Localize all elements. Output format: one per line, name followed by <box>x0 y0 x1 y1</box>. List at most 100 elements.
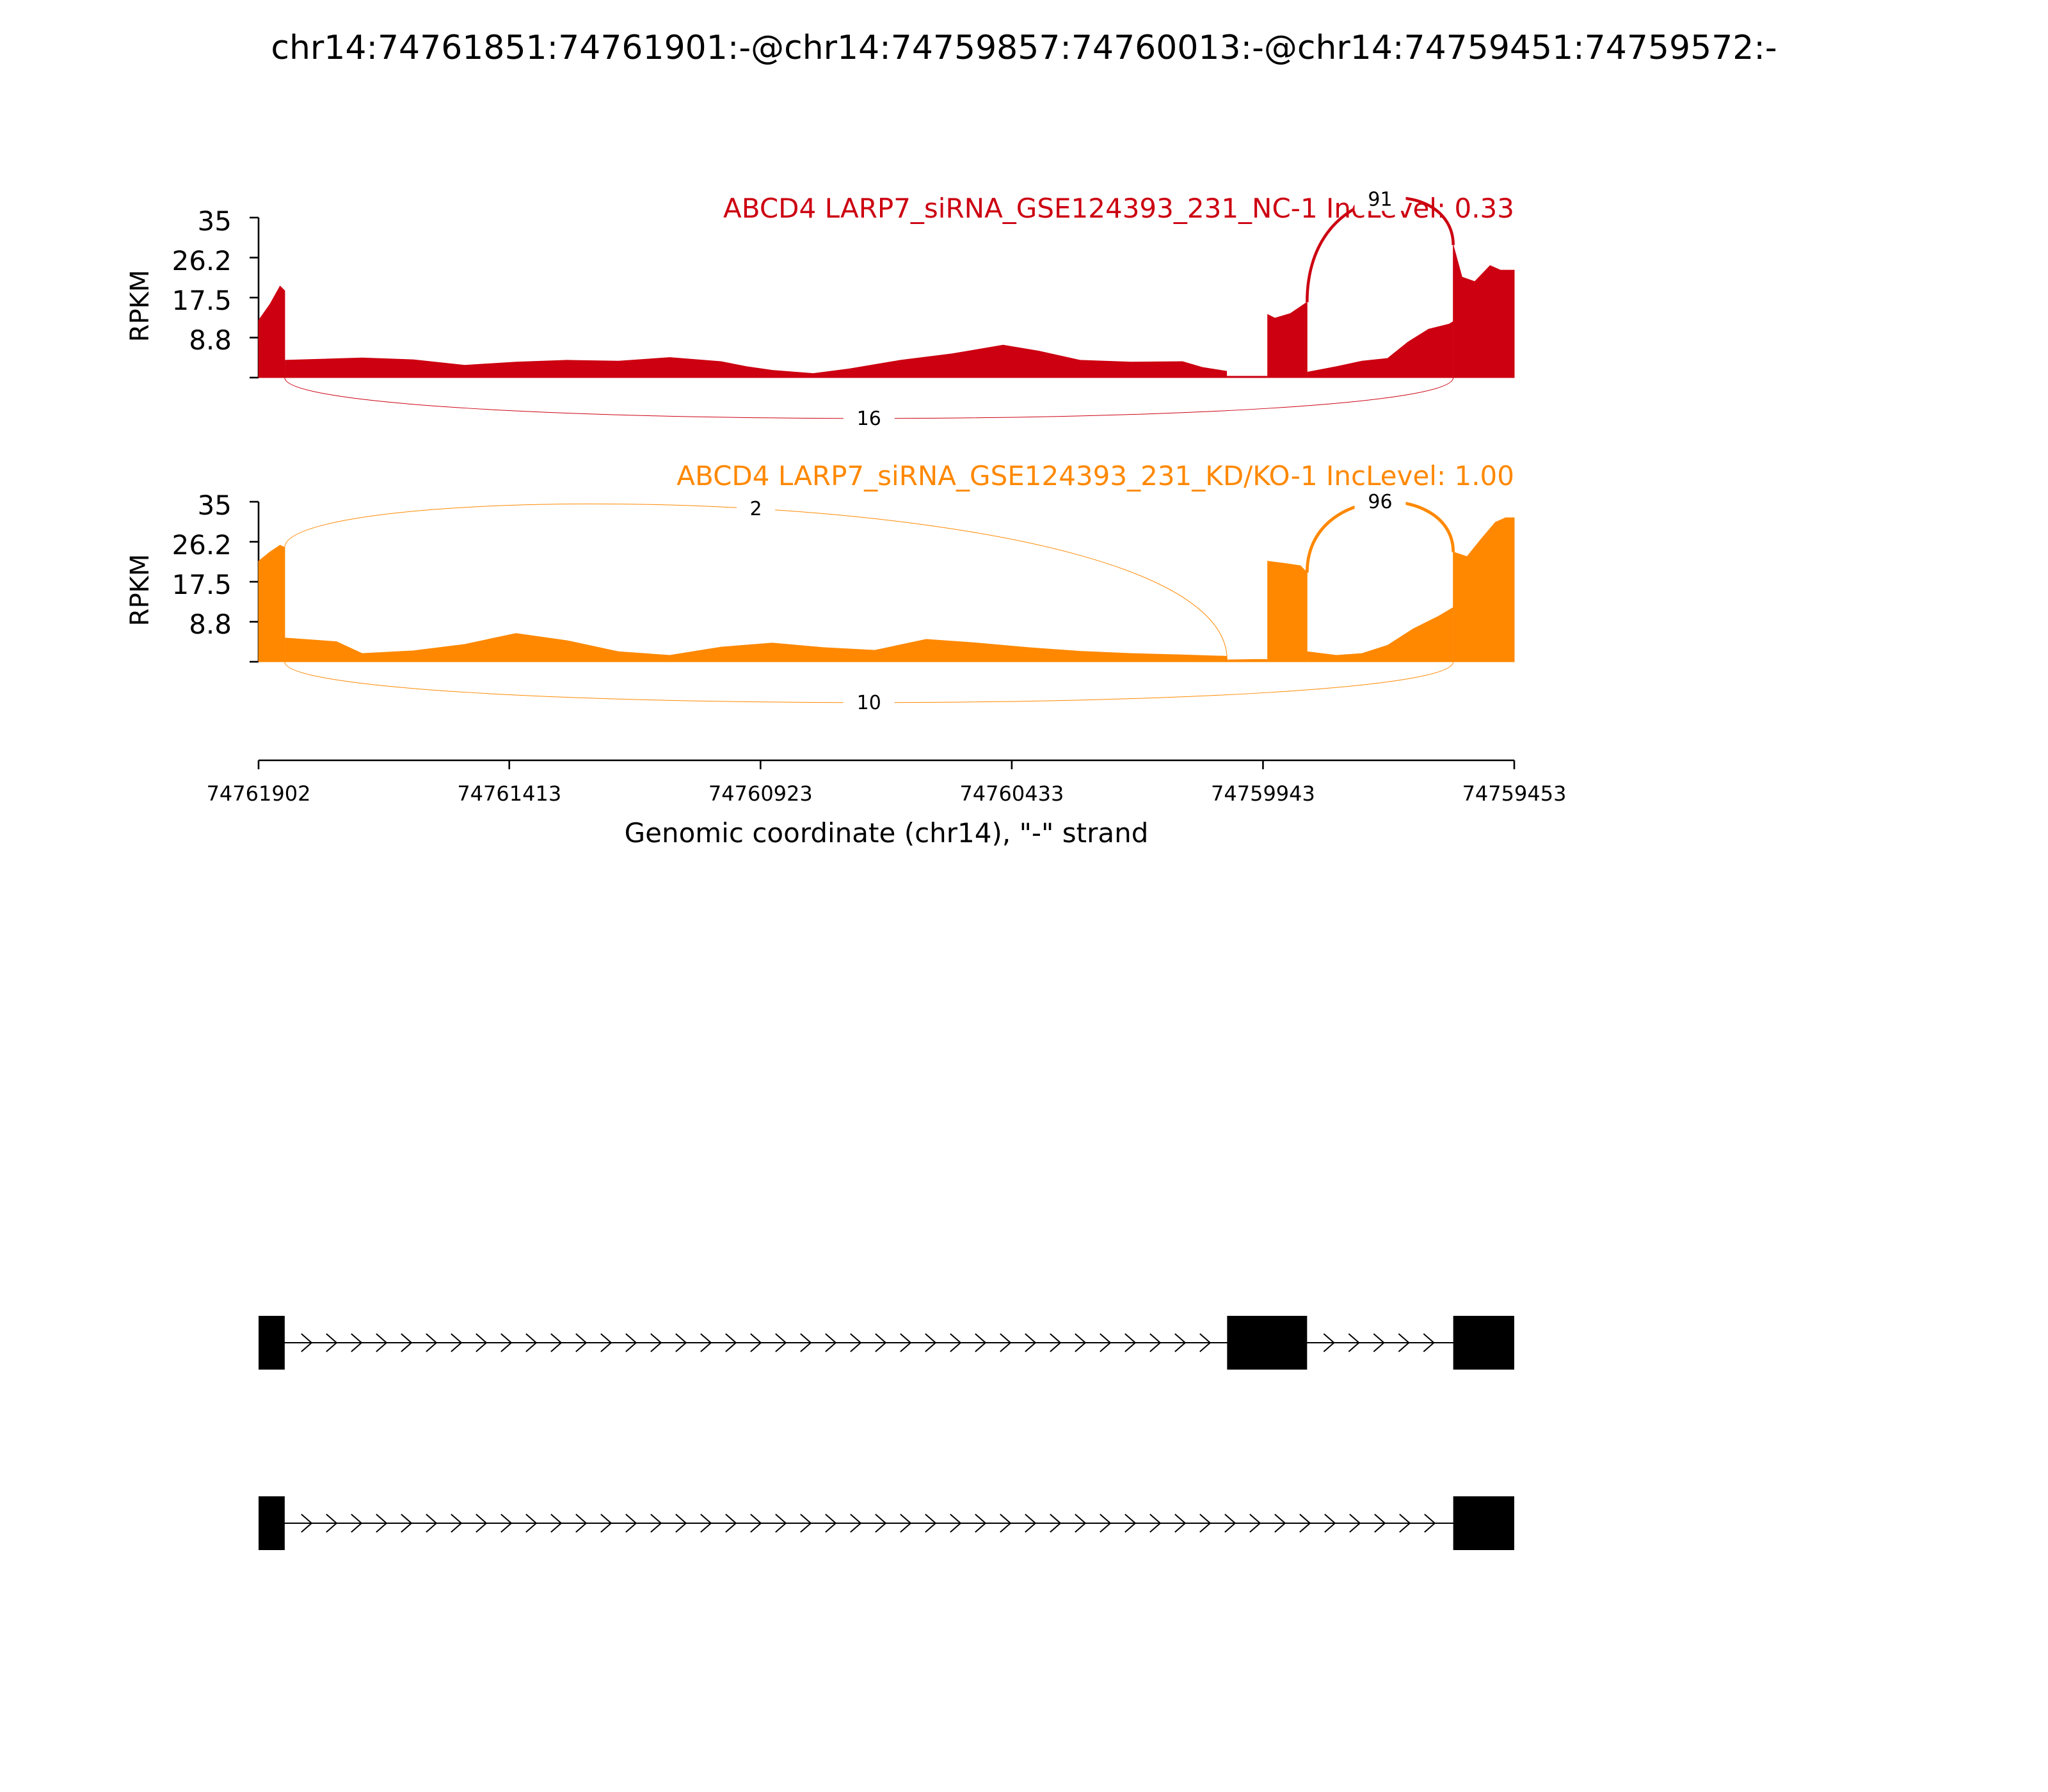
coverage-area <box>285 344 1228 378</box>
strand-chevron <box>1424 1514 1436 1533</box>
y-tick-label: 17.5 <box>172 569 232 600</box>
strand-chevron <box>326 1333 338 1352</box>
exon-block <box>259 1496 285 1550</box>
junction-count-label: 16 <box>857 408 881 430</box>
y-tick-label: 35 <box>198 205 232 237</box>
coverage-area <box>1267 301 1308 378</box>
strand-chevron <box>650 1333 662 1352</box>
x-axis: 74761902 74761413 74760923 74760433 74759943… <box>207 759 1567 849</box>
strand-chevron <box>351 1333 363 1352</box>
strand-chevron <box>451 1514 463 1533</box>
strand-chevron <box>1075 1514 1087 1533</box>
strand-chevron <box>975 1514 987 1533</box>
strand-chevron <box>1274 1514 1286 1533</box>
strand-chevron <box>875 1333 887 1352</box>
strand-chevron <box>351 1514 363 1533</box>
junction-count-label: 91 <box>1368 189 1392 211</box>
strand-chevron <box>800 1333 812 1352</box>
y-tick-label: 8.8 <box>189 324 232 356</box>
strand-chevron <box>1398 1333 1410 1352</box>
y-tick-label: 35 <box>198 490 232 521</box>
strand-chevron <box>1299 1514 1311 1533</box>
strand-chevron <box>550 1514 563 1533</box>
strand-chevron <box>1399 1514 1411 1533</box>
strand-chevron <box>800 1514 812 1533</box>
junction-count-label: 2 <box>750 498 762 520</box>
strand-chevron <box>825 1514 837 1533</box>
strand-chevron <box>1174 1514 1187 1533</box>
strand-chevron <box>476 1333 488 1352</box>
strand-chevron <box>775 1333 787 1352</box>
strand-chevron <box>1374 1514 1386 1533</box>
strand-chevron <box>600 1514 612 1533</box>
x-tick-label: 74760923 <box>708 781 813 806</box>
strand-chevron <box>401 1333 413 1352</box>
junction-label-bg <box>737 497 776 520</box>
strand-chevron <box>900 1514 912 1533</box>
strand-chevron <box>725 1514 737 1533</box>
coverage-area <box>1307 607 1453 662</box>
strand-chevron <box>625 1333 637 1352</box>
strand-chevron <box>1050 1514 1062 1533</box>
strand-chevron <box>1224 1514 1236 1533</box>
strand-chevron <box>326 1514 338 1533</box>
strand-chevron <box>650 1514 662 1533</box>
coverage-area <box>1307 321 1453 378</box>
coverage-area <box>1226 376 1268 378</box>
strand-chevron <box>625 1514 637 1533</box>
y-tick-label: 8.8 <box>189 609 232 640</box>
coverage-area <box>1453 517 1515 662</box>
strand-chevron <box>725 1333 737 1352</box>
strand-chevron <box>975 1333 987 1352</box>
strand-chevron <box>1423 1333 1435 1352</box>
y-tick-label: 26.2 <box>172 245 232 276</box>
strand-chevron <box>950 1514 962 1533</box>
junction-label-bg <box>1354 188 1406 211</box>
strand-chevron <box>1075 1333 1087 1352</box>
strand-chevron <box>850 1514 862 1533</box>
x-tick-label: 74761902 <box>207 781 311 806</box>
strand-chevron <box>575 1514 588 1533</box>
strand-chevron <box>301 1333 313 1352</box>
strand-chevron <box>1249 1514 1261 1533</box>
strand-chevron <box>1174 1333 1187 1352</box>
figure-title: chr14:74761851:74761901:-@chr14:74759857… <box>271 29 1777 67</box>
strand-chevron <box>1199 1333 1212 1352</box>
strand-chevron <box>900 1333 912 1352</box>
coverage-area <box>258 285 285 378</box>
strand-chevron <box>476 1514 488 1533</box>
strand-chevron <box>1199 1514 1212 1533</box>
strand-chevron <box>575 1333 588 1352</box>
exon-block <box>1227 1316 1308 1370</box>
strand-chevron <box>376 1333 388 1352</box>
coverage-area <box>1226 659 1268 662</box>
x-axis-label: Genomic coordinate (chr14), "-" strand <box>625 817 1149 849</box>
strand-chevron <box>426 1514 438 1533</box>
exon-block <box>1453 1316 1514 1370</box>
isoform-skipping <box>259 1496 1514 1550</box>
strand-chevron <box>1373 1333 1385 1352</box>
strand-chevron <box>301 1514 313 1533</box>
y-tick-label: 17.5 <box>172 285 232 316</box>
strand-chevron <box>1100 1333 1112 1352</box>
isoform-models <box>259 1316 1514 1550</box>
junction-arc <box>284 503 1228 660</box>
x-tick-label: 74759453 <box>1462 781 1567 806</box>
exon-block <box>259 1316 285 1370</box>
strand-chevron <box>500 1333 513 1352</box>
y-axis-label: RPKM <box>125 554 155 627</box>
x-tick-label: 74761413 <box>457 781 561 806</box>
exon-block <box>1453 1496 1514 1550</box>
strand-chevron <box>700 1333 712 1352</box>
strand-chevron <box>1149 1514 1162 1533</box>
strand-chevron <box>1025 1333 1037 1352</box>
strand-chevron <box>1025 1514 1037 1533</box>
strand-chevron <box>1324 1514 1336 1533</box>
strand-chevron <box>600 1333 612 1352</box>
strand-chevron <box>925 1514 937 1533</box>
strand-chevron <box>950 1333 962 1352</box>
strand-chevron <box>1323 1333 1335 1352</box>
strand-chevron <box>1124 1514 1137 1533</box>
junction-label-bg <box>1354 490 1406 514</box>
